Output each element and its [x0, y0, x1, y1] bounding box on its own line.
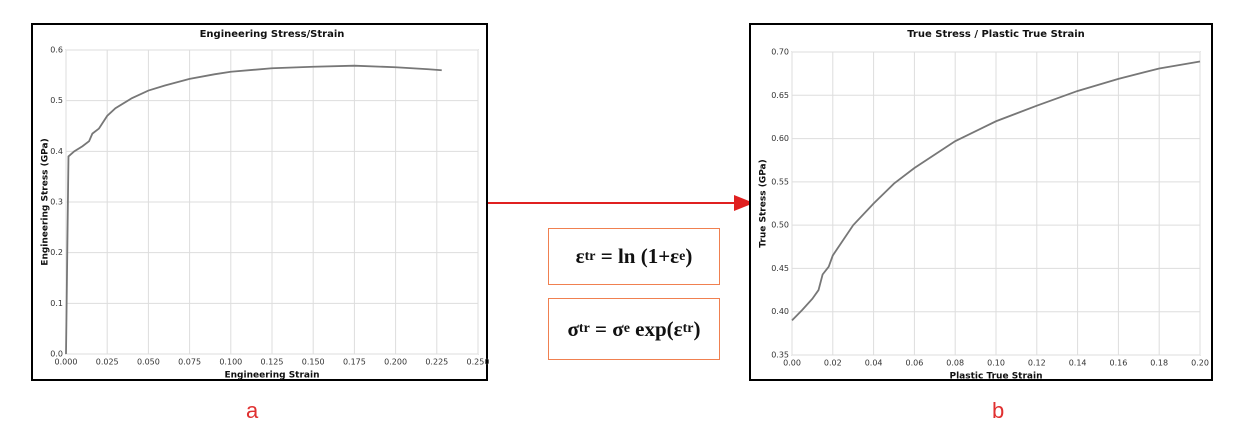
- formula-subscript: e: [623, 321, 630, 336]
- y-tick-label: 0.70: [771, 48, 789, 57]
- y-tick-label: 0.60: [771, 134, 789, 143]
- x-tick-label: 0.075: [178, 358, 201, 367]
- x-tick-label: 0.20: [1191, 359, 1209, 368]
- x-tick-label: 0.250: [467, 358, 490, 367]
- x-tick-label: 0.200: [384, 358, 407, 367]
- formula-text: = ln (1+ε: [595, 244, 680, 268]
- x-tick-label: 0.14: [1069, 359, 1087, 368]
- x-tick-label: 0.06: [905, 359, 923, 368]
- y-tick-label: 0.3: [50, 198, 63, 207]
- formula-subscript: tr: [682, 321, 694, 336]
- y-tick-label: 0.0: [50, 350, 63, 359]
- panel-label: a: [246, 398, 259, 423]
- chart-title: True Stress / Plastic True Strain: [907, 29, 1085, 40]
- x-tick-label: 0.04: [865, 359, 883, 368]
- formula-subscript: tr: [584, 248, 596, 264]
- formula-text: ε: [575, 244, 585, 268]
- x-tick-label: 0.150: [302, 358, 325, 367]
- x-tick-label: 0.100: [219, 358, 242, 367]
- y-tick-label: 0.6: [50, 46, 63, 55]
- formula-text: = σ: [589, 316, 624, 341]
- panel-label: b: [992, 398, 1005, 423]
- x-tick-label: 0.08: [946, 359, 964, 368]
- formula-subscript: tr: [578, 321, 590, 336]
- y-tick-label: 0.5: [50, 96, 63, 105]
- y-tick-label: 0.55: [771, 177, 789, 186]
- x-tick-label: 0.125: [261, 358, 284, 367]
- y-tick-label: 0.65: [771, 91, 789, 100]
- formula-text: ): [685, 244, 693, 268]
- x-tick-label: 0.00: [783, 359, 801, 368]
- y-tick-label: 0.40: [771, 307, 789, 316]
- x-tick-label: 0.12: [1028, 359, 1046, 368]
- x-tick-label: 0.16: [1109, 359, 1127, 368]
- y-tick-label: 0.4: [50, 147, 63, 156]
- y-axis-label: Engineering Stress (GPa): [41, 138, 51, 265]
- y-tick-label: 0.35: [771, 351, 789, 360]
- x-tick-label: 0.025: [96, 358, 119, 367]
- x-axis-label: Engineering Strain: [225, 371, 320, 381]
- y-tick-label: 0.45: [771, 264, 789, 273]
- line: [65, 64, 442, 355]
- x-tick-label: 0.050: [137, 358, 160, 367]
- x-axis-label: Plastic True Strain: [950, 372, 1043, 382]
- y-tick-label: 0.50: [771, 221, 789, 230]
- x-tick-label: 0.000: [55, 358, 78, 367]
- formula-text: σ: [567, 316, 579, 341]
- y-tick-label: 0.1: [50, 299, 63, 308]
- x-tick-label: 0.18: [1150, 359, 1168, 368]
- formula-subscript: e: [679, 248, 686, 264]
- line: [791, 60, 1201, 322]
- x-tick-label: 0.175: [343, 358, 366, 367]
- chart-title: Engineering Stress/Strain: [200, 29, 345, 40]
- formula-box: ε tr = ln (1+ε e): [548, 228, 720, 285]
- formula-text: ): [693, 316, 701, 341]
- x-tick-label: 0.10: [987, 359, 1005, 368]
- y-tick-label: 0.2: [50, 248, 63, 257]
- y-axis-label: True Stress (GPa): [759, 159, 769, 247]
- x-tick-label: 0.225: [425, 358, 448, 367]
- formula-text: exp(ε: [629, 316, 683, 341]
- x-tick-label: 0.02: [824, 359, 842, 368]
